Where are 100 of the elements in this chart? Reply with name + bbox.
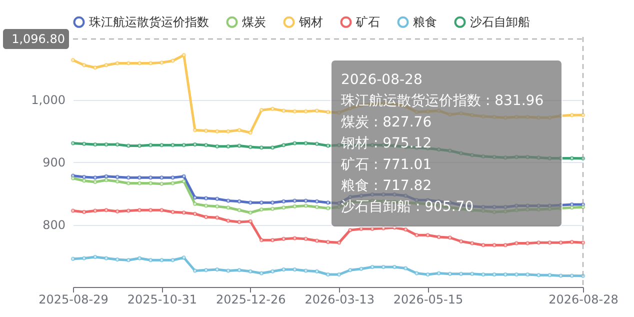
point [115, 179, 120, 184]
point [337, 272, 342, 277]
point [215, 196, 220, 201]
point [292, 141, 297, 146]
point [259, 207, 264, 212]
x-tick-label: 2026-03-13 [304, 292, 374, 306]
point [414, 271, 419, 276]
y-tick-label: 1,000 [31, 93, 66, 107]
point [192, 128, 198, 132]
point [204, 196, 208, 200]
point [192, 196, 198, 200]
point [215, 204, 220, 208]
point [314, 142, 319, 146]
point [292, 109, 297, 114]
point [248, 130, 252, 135]
point [436, 234, 441, 240]
point [115, 209, 120, 214]
point [270, 106, 275, 111]
point [348, 228, 352, 232]
point [237, 128, 242, 132]
point [259, 238, 264, 242]
point [248, 200, 252, 205]
point [182, 143, 186, 148]
point [525, 272, 530, 277]
point [137, 256, 142, 260]
legend-label: 沙石自卸船 [470, 15, 530, 30]
point [215, 216, 220, 220]
point [570, 240, 574, 244]
point [115, 174, 120, 180]
point [448, 236, 452, 240]
point [182, 256, 186, 260]
point [182, 179, 186, 184]
point [237, 199, 242, 204]
x-tick-label: 2025-08-29 [38, 292, 108, 306]
point [259, 108, 264, 112]
point [570, 156, 574, 160]
point [304, 204, 308, 208]
point [93, 254, 98, 260]
point [536, 240, 541, 245]
point [148, 208, 153, 212]
point [93, 66, 98, 70]
point [248, 269, 252, 274]
point [137, 208, 142, 212]
point [204, 268, 208, 272]
point [492, 243, 496, 248]
point [104, 142, 108, 147]
point [126, 176, 131, 180]
point [282, 236, 286, 241]
point [359, 266, 364, 271]
point [226, 206, 230, 210]
annotation: 钢材 : 975.12 [340, 136, 432, 152]
point [314, 204, 319, 210]
ref-line-label: 1,096.80 [12, 32, 65, 46]
point [82, 210, 86, 214]
point [170, 258, 175, 262]
x-tick-label: 2025-10-31 [127, 292, 198, 306]
point [536, 273, 541, 278]
point [282, 143, 286, 148]
point [160, 60, 164, 65]
point [314, 108, 319, 113]
point [304, 198, 308, 203]
point [492, 272, 496, 277]
point [70, 208, 76, 213]
point [580, 112, 586, 118]
point [448, 272, 452, 276]
point [326, 240, 330, 244]
point [126, 258, 131, 262]
annotation: 矿石 : 771.01 [340, 156, 432, 173]
point [314, 238, 319, 243]
point [558, 274, 563, 278]
point [481, 272, 486, 277]
point [326, 200, 330, 205]
point [404, 266, 408, 270]
point [148, 176, 153, 180]
point [82, 256, 86, 260]
point [570, 113, 574, 118]
point [292, 198, 297, 203]
point [226, 218, 230, 223]
point [82, 174, 86, 180]
point [204, 143, 208, 148]
point [182, 174, 186, 178]
point [93, 142, 98, 147]
x-tick-label: 2026-05-15 [393, 292, 464, 306]
x-tick-label: 2025-12-26 [216, 292, 286, 306]
point [204, 128, 208, 133]
point [370, 226, 374, 231]
legend-label: 煤炭 [242, 15, 266, 30]
point [148, 181, 153, 186]
point [70, 176, 76, 180]
point [137, 176, 142, 180]
point [160, 258, 164, 262]
point [226, 268, 230, 273]
point [348, 268, 352, 272]
point [170, 58, 175, 63]
point [115, 142, 120, 147]
point [270, 206, 275, 211]
annotation: 2026-08-28 [341, 72, 422, 88]
legend-label: 粮食 [413, 15, 437, 30]
point [160, 143, 164, 148]
point [182, 210, 186, 215]
